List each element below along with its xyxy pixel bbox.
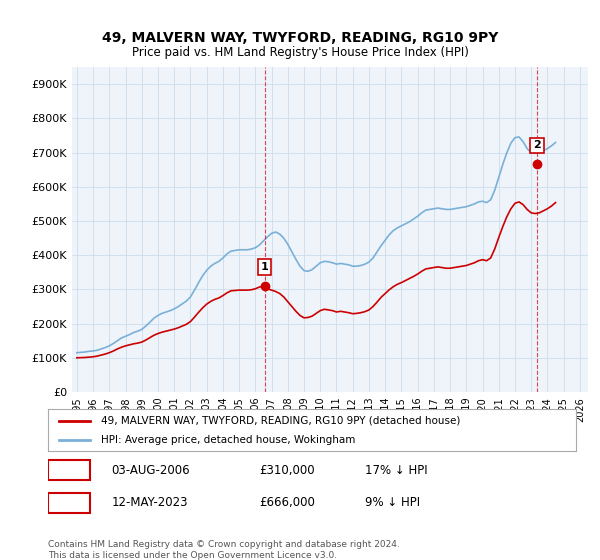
Text: HPI: Average price, detached house, Wokingham: HPI: Average price, detached house, Woki… xyxy=(101,435,355,445)
Text: 2: 2 xyxy=(65,496,73,509)
FancyBboxPatch shape xyxy=(48,460,90,480)
FancyBboxPatch shape xyxy=(48,493,90,512)
Text: 1: 1 xyxy=(65,464,73,477)
Text: £310,000: £310,000 xyxy=(259,464,315,477)
Text: 49, MALVERN WAY, TWYFORD, READING, RG10 9PY: 49, MALVERN WAY, TWYFORD, READING, RG10 … xyxy=(102,31,498,45)
Text: £666,000: £666,000 xyxy=(259,496,315,509)
Text: 49, MALVERN WAY, TWYFORD, READING, RG10 9PY (detached house): 49, MALVERN WAY, TWYFORD, READING, RG10 … xyxy=(101,416,460,426)
Text: 1: 1 xyxy=(261,262,269,272)
Text: Price paid vs. HM Land Registry's House Price Index (HPI): Price paid vs. HM Land Registry's House … xyxy=(131,46,469,59)
Text: 03-AUG-2006: 03-AUG-2006 xyxy=(112,464,190,477)
Text: Contains HM Land Registry data © Crown copyright and database right 2024.
This d: Contains HM Land Registry data © Crown c… xyxy=(48,540,400,560)
Text: 17% ↓ HPI: 17% ↓ HPI xyxy=(365,464,427,477)
Text: 2: 2 xyxy=(533,141,541,151)
Text: 12-MAY-2023: 12-MAY-2023 xyxy=(112,496,188,509)
Text: 9% ↓ HPI: 9% ↓ HPI xyxy=(365,496,420,509)
